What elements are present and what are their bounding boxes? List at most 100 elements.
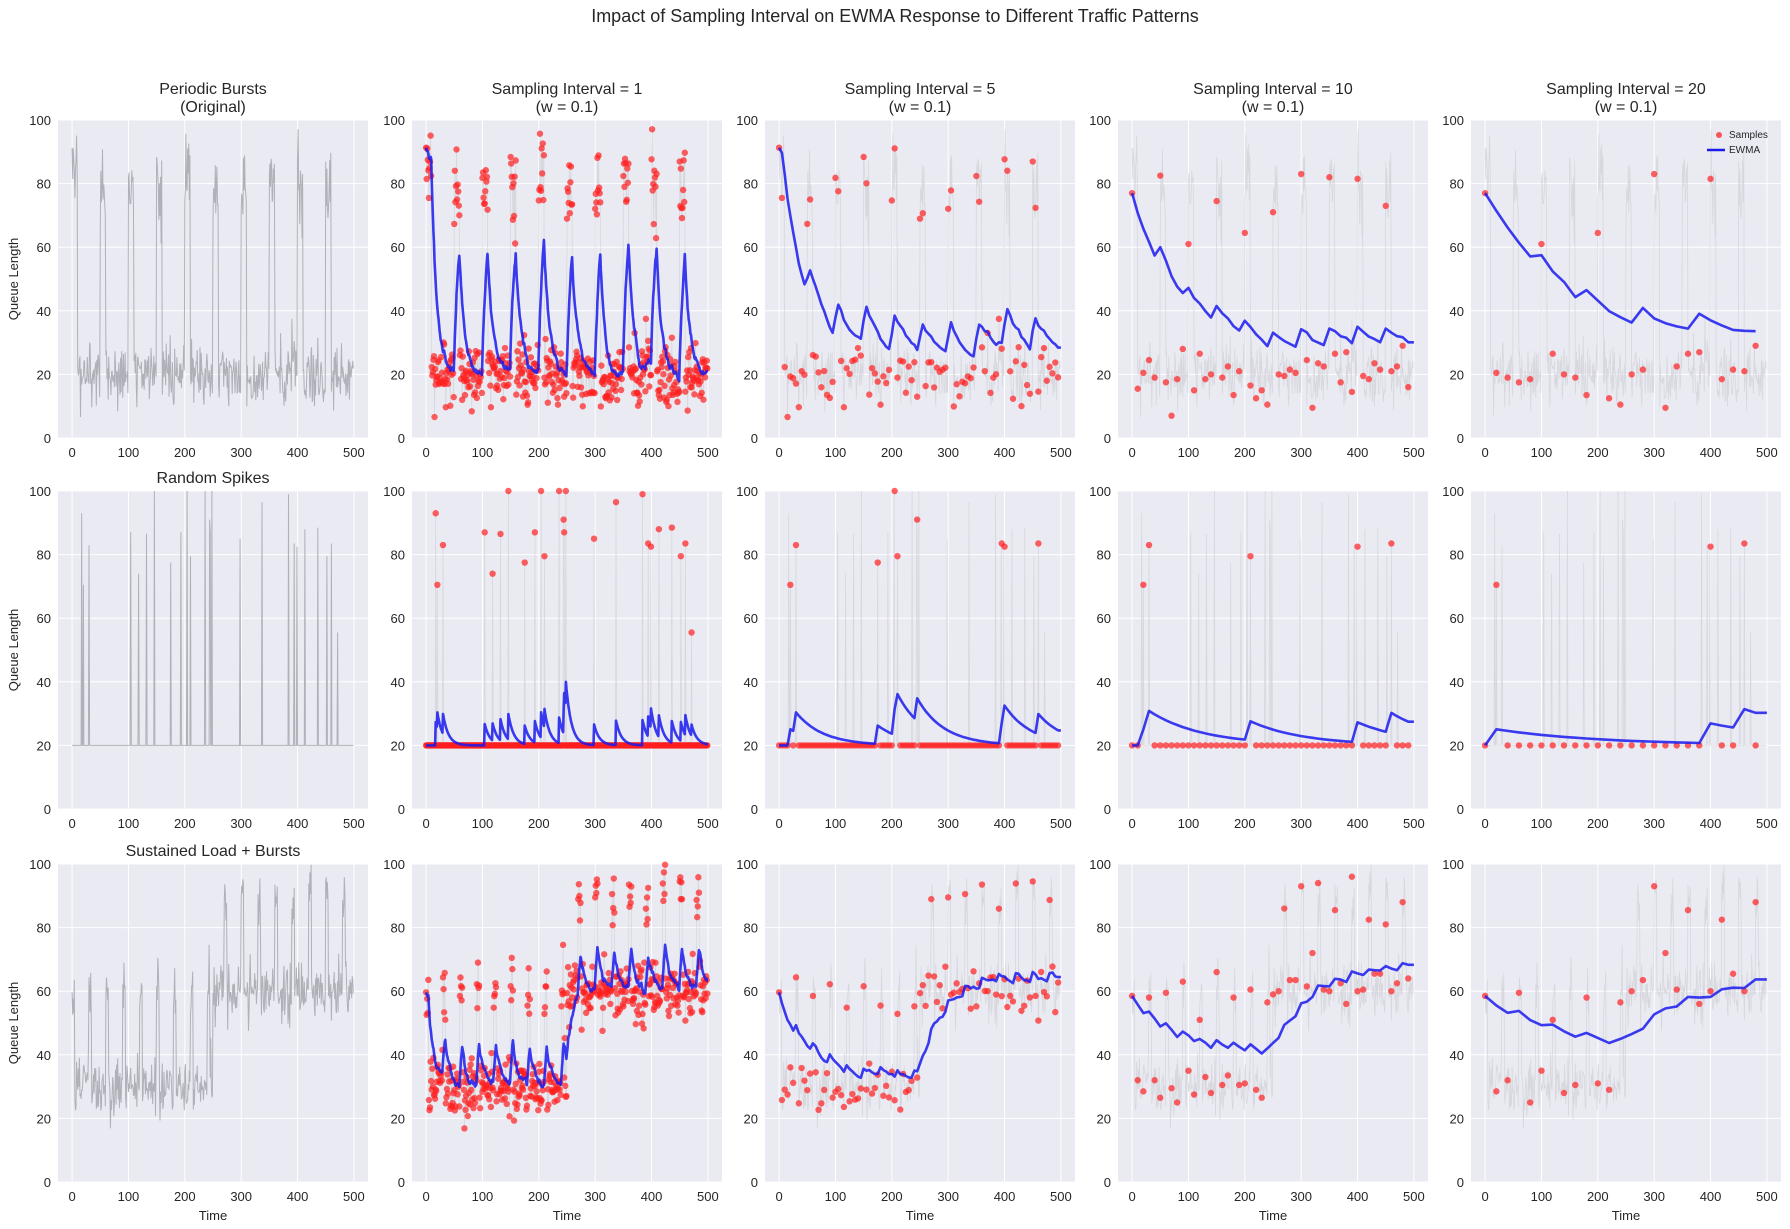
sample-point [643,921,650,928]
sample-point [826,394,834,402]
sample-point [660,869,668,876]
sample-point [704,990,711,997]
sample-point [689,950,696,958]
sample-point [471,1099,479,1107]
sample-point [525,345,532,352]
sample-point [857,1085,865,1092]
sample-point [643,894,651,901]
sample-point [531,379,538,387]
sample-point [1662,404,1669,411]
sample-point [647,543,655,550]
x-tick-label: 500 [697,445,719,460]
x-tick-label: 0 [422,816,429,831]
sample-point [1752,342,1759,349]
sample-point [936,982,943,989]
sample-point [524,399,532,406]
sample-point [1297,742,1305,749]
sample-point [1538,1067,1545,1074]
sample-point [642,315,650,323]
sample-point [1639,366,1647,373]
sample-point [1673,363,1680,370]
sample-point [509,965,516,973]
sample-point [925,972,932,979]
sample-point [434,581,441,589]
sample-point [930,973,938,980]
sample-point [611,909,618,916]
sample-point [442,1100,450,1107]
sample-point [659,358,667,365]
sample-point [535,1106,542,1114]
sample-point [1309,404,1316,411]
sample-point [1049,963,1056,970]
sample-point [542,983,550,990]
sample-point [431,365,439,373]
sample-point [818,384,825,391]
sample-point [1594,742,1602,749]
sample-point [686,367,694,374]
sample-point [1006,992,1014,1000]
sample-point [789,1079,797,1087]
x-tick-label: 400 [287,445,309,460]
sample-point [1365,742,1373,749]
sample-point [591,389,598,397]
sample-point [674,997,682,1004]
sample-point [476,1094,483,1101]
sample-point [1673,986,1680,993]
y-tick-label: 60 [1097,984,1111,999]
sample-point [483,178,490,185]
sample-point [1388,540,1395,547]
sample-point [564,963,572,971]
sample-point [882,379,890,387]
sample-point [1018,402,1025,410]
sample-point [1162,379,1170,386]
sample-point [559,941,567,949]
sample-point [608,890,616,898]
sample-point [1021,1002,1028,1009]
sample-point [514,1101,521,1108]
sample-point [891,487,898,495]
sample-point [684,353,692,361]
sample-point [512,1080,519,1088]
sample-point [812,1069,819,1076]
sample-point [1673,742,1680,749]
y-tick-label: 40 [37,304,51,319]
sample-point [1371,742,1378,749]
sample-point [1684,906,1692,914]
sample-point [557,350,564,357]
sample-point [506,373,514,380]
sample-point [1023,381,1031,389]
sample-point [1230,742,1237,749]
x-tick-label: 100 [825,816,847,831]
sample-point [659,880,667,887]
sample-point [1662,949,1669,957]
sample-point [1247,382,1254,389]
sample-point [610,875,617,882]
sample-point [542,379,550,386]
plot-area [1118,491,1428,809]
sample-point [1718,375,1726,383]
sample-point [506,1113,513,1120]
sample-point [1331,906,1339,914]
sample-point [545,1101,552,1109]
legend-samples-label: Samples [1729,130,1768,141]
sample-point [1292,742,1299,749]
sample-point [510,212,518,220]
sample-point [493,1098,500,1105]
sample-point [854,344,862,352]
sample-point [438,353,445,361]
sample-point [795,1100,803,1107]
sample-point [801,371,808,378]
sample-point [576,917,584,924]
sample-point [942,963,949,970]
plot-area [58,491,368,809]
subplot-r0-c0: 0 100 200 300 400 500 0 20 40 60 80 100 Periodic Bur… [6,81,368,460]
sample-point [973,1003,980,1010]
x-tick-label: 200 [174,1189,196,1204]
x-tick-label: 500 [1403,816,1425,831]
y-tick-label: 60 [1450,984,1464,999]
sample-point [488,353,496,360]
sample-point [431,413,438,421]
y-tick-label: 100 [736,113,758,128]
sample-point [556,384,563,392]
sample-point [628,883,635,890]
